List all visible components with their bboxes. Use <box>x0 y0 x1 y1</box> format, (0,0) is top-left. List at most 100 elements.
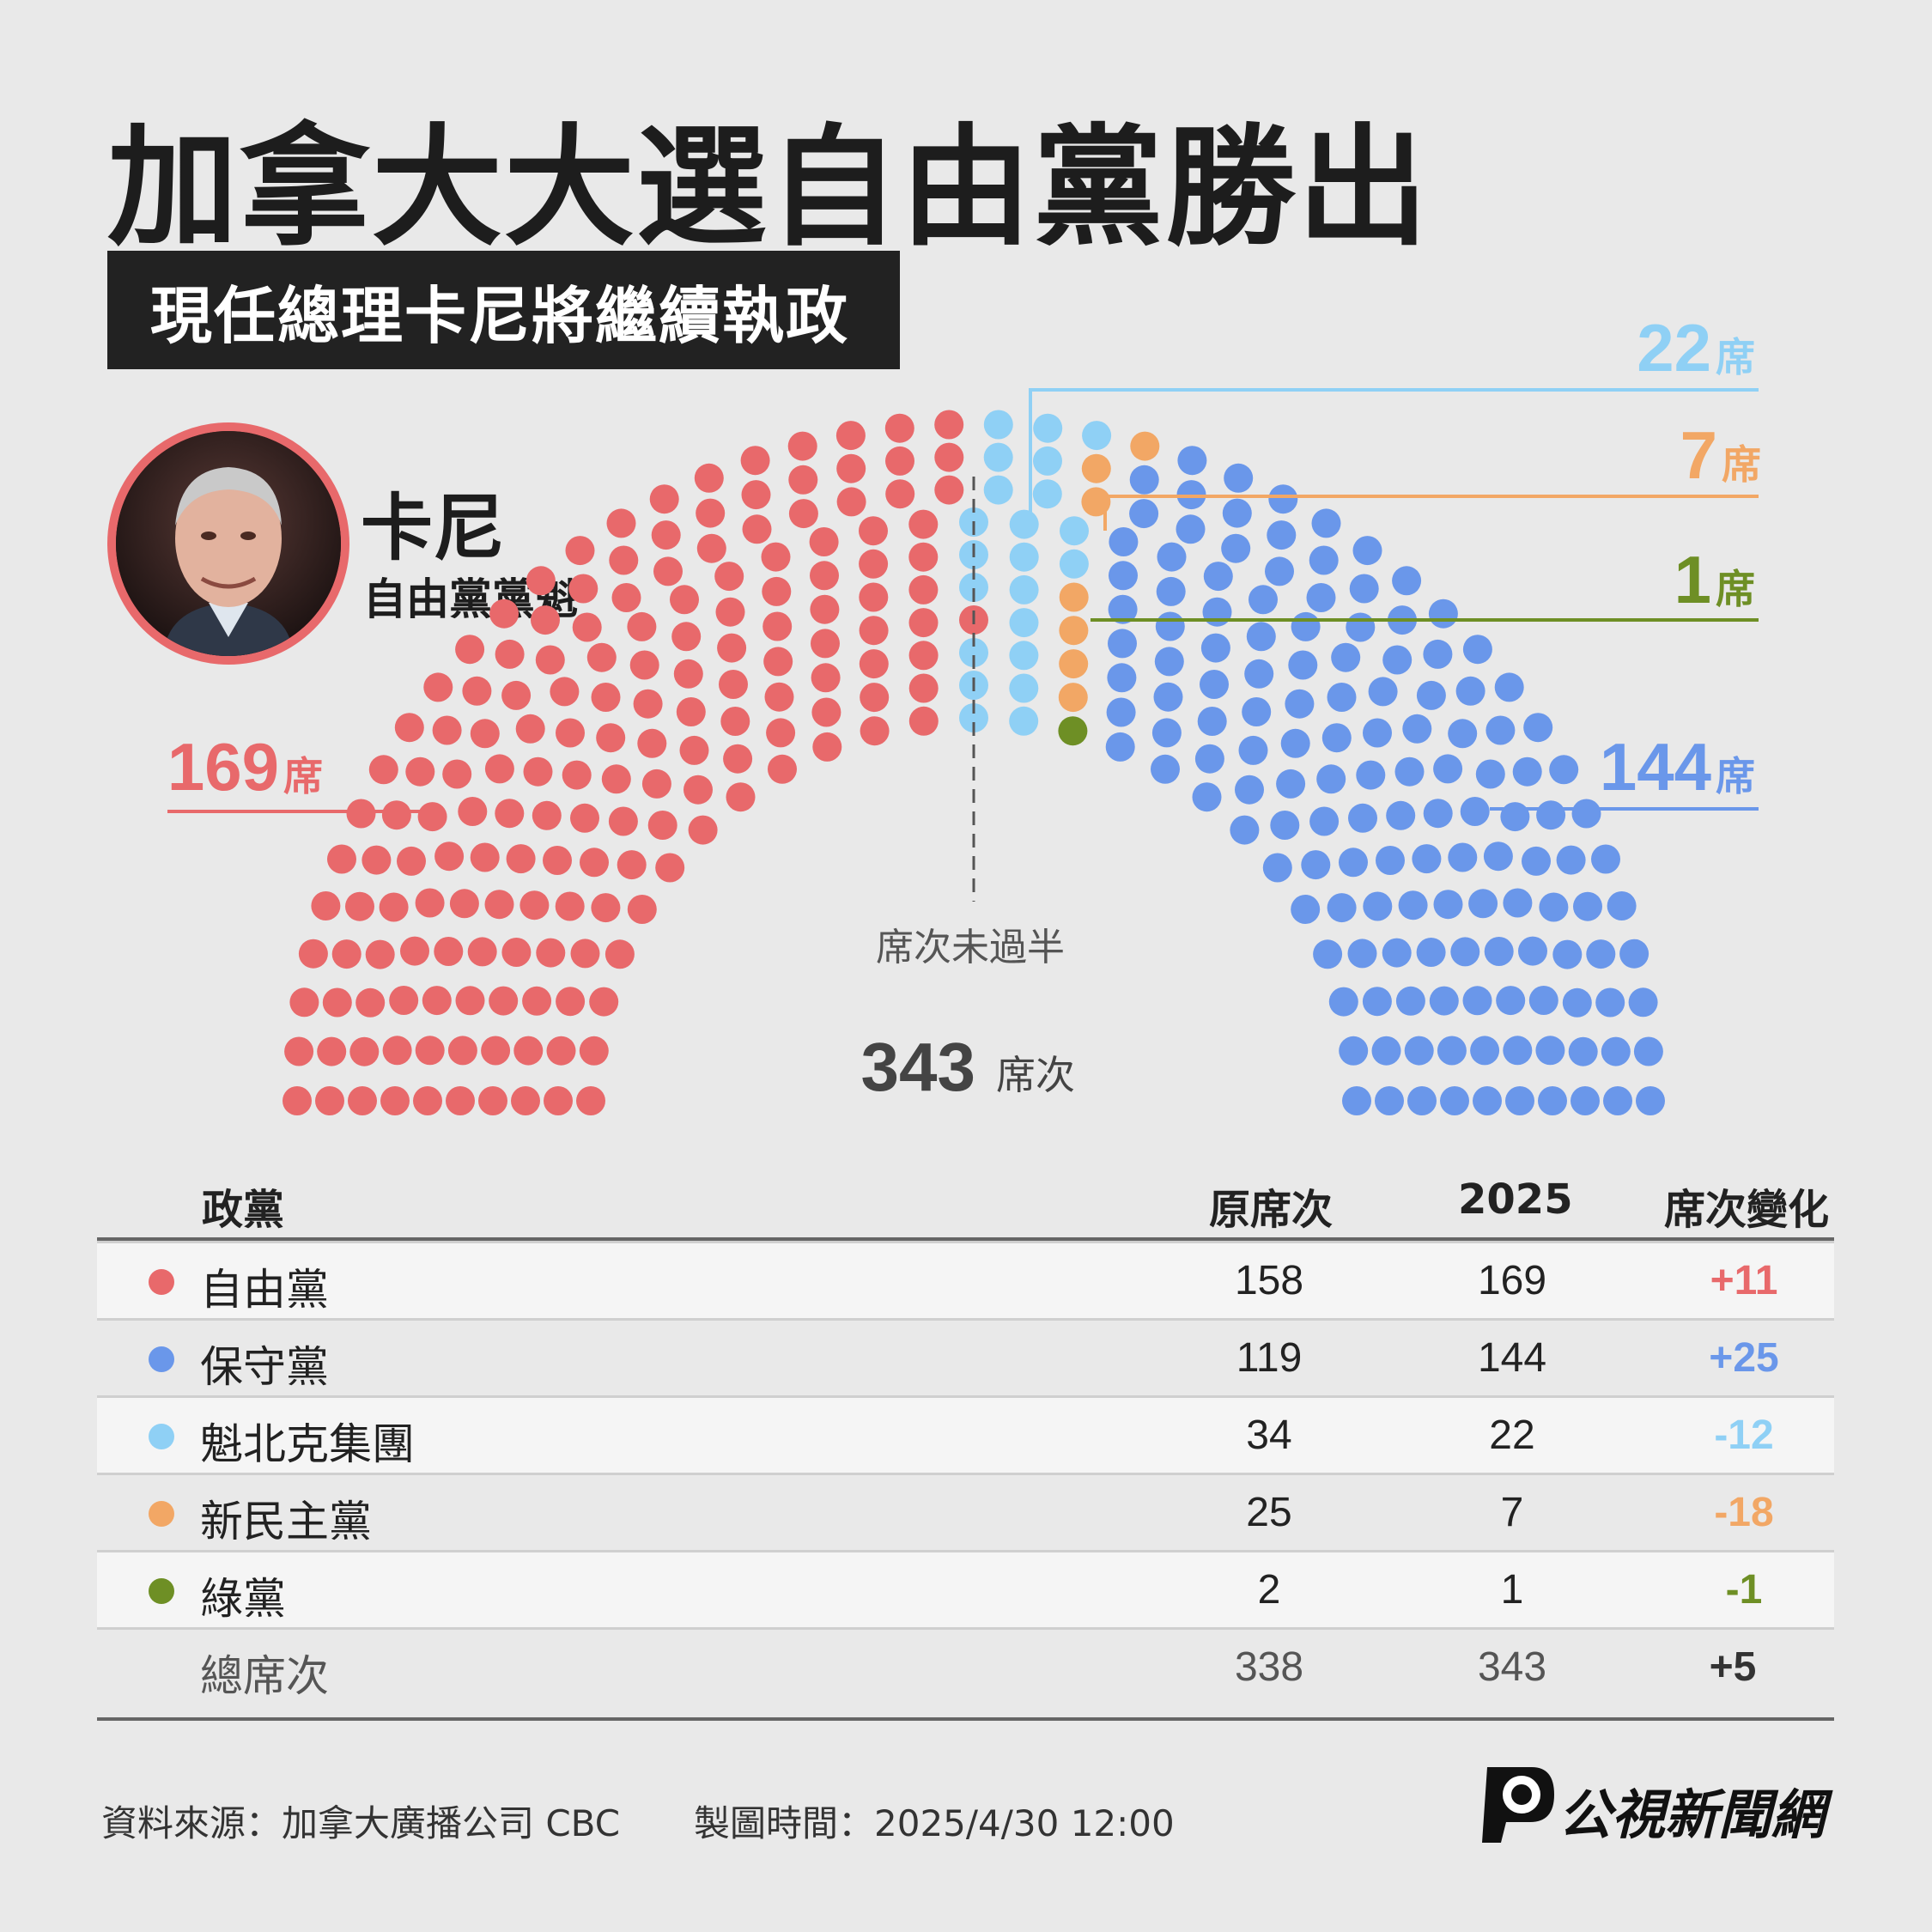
seat-dot <box>717 633 747 663</box>
seat-dot <box>627 895 657 924</box>
label-bloc-seats: 22 <box>1637 310 1711 386</box>
seat-dot <box>1416 680 1446 710</box>
seat-dot <box>1242 697 1272 726</box>
seat-dot <box>523 756 553 787</box>
seat-dot <box>1371 1036 1401 1066</box>
seat-dot <box>368 755 398 785</box>
seat-dot <box>1348 803 1377 833</box>
seat-dot <box>397 846 426 876</box>
seat-dot <box>572 612 602 642</box>
seat-dot <box>1291 611 1321 641</box>
seat-dot <box>1363 891 1393 921</box>
seat-dot <box>1203 562 1233 592</box>
total-seats-value: 343 <box>861 1029 975 1105</box>
seat-dot <box>1352 536 1382 566</box>
seat-dot <box>1523 713 1553 743</box>
seat-dot <box>811 629 840 659</box>
seat-dot <box>1591 844 1620 874</box>
seat-dot <box>1059 649 1089 679</box>
seat-dot <box>1535 1036 1565 1066</box>
seat-dot <box>637 728 667 758</box>
label-bloc-unit: 席 <box>1716 334 1755 380</box>
seat-dot <box>1633 1036 1663 1066</box>
seat-dot <box>462 676 492 706</box>
seat-dot <box>544 1086 573 1115</box>
header-change: 席次變化 <box>1664 1186 1830 1234</box>
seat-dot <box>570 803 599 833</box>
current-seats: 7 <box>1500 1490 1524 1535</box>
seat-dot <box>346 799 376 829</box>
seat-dot <box>608 806 638 836</box>
seat-dot <box>442 759 472 789</box>
seat-dot <box>1448 719 1478 749</box>
seat-dot <box>1568 1036 1598 1066</box>
prev-seats: 2 <box>1257 1567 1281 1613</box>
seat-dot <box>908 706 939 736</box>
seat-dot <box>1081 487 1111 517</box>
seat-dot <box>550 677 580 707</box>
seat-dot <box>535 645 565 675</box>
table-row: 保守黨 119 144 +25 <box>97 1318 1834 1396</box>
seat-dot <box>1009 608 1039 638</box>
seat-dot <box>1342 1086 1371 1115</box>
party-color-dot <box>149 1424 174 1449</box>
seat-dot <box>1285 689 1315 719</box>
seat-dot <box>860 683 890 713</box>
seat-change: -1 <box>1725 1567 1763 1613</box>
seat-dot <box>511 1086 540 1115</box>
seat-dot <box>434 937 464 966</box>
seat-dot <box>1316 764 1346 794</box>
seat-dot <box>1009 542 1039 572</box>
seat-dot <box>1032 479 1062 509</box>
seat-dot <box>1512 756 1542 787</box>
seat-dot <box>1347 939 1377 969</box>
seat-dot <box>467 937 497 967</box>
seat-dot <box>381 800 411 830</box>
current-seats: 22 <box>1489 1413 1535 1458</box>
seat-dots <box>283 410 1665 1115</box>
seat-dot <box>361 845 392 875</box>
label-liberal-seats: 169 <box>167 729 279 805</box>
seat-dot <box>331 939 361 969</box>
seat-dot <box>1109 561 1138 591</box>
seat-dot <box>555 891 585 921</box>
seat-dot <box>1522 846 1551 876</box>
seat-dot <box>1628 987 1658 1018</box>
seat-dot <box>458 797 488 826</box>
seat-dot <box>447 1036 477 1066</box>
seat-dot <box>1058 716 1088 746</box>
seat-dot <box>382 1036 412 1066</box>
party-name: 綠黨 <box>200 1574 286 1624</box>
seat-dot <box>1176 514 1206 544</box>
seat-dot <box>694 463 724 493</box>
seat-dot <box>417 802 447 832</box>
seat-dot <box>860 716 890 746</box>
parliament-chart: 席次未過半 343 席次 169 席 144 席 22 席 7 席 1 席 <box>167 310 1761 1115</box>
seat-dot <box>489 598 519 629</box>
seat-dot <box>1462 986 1492 1016</box>
seat-dot <box>501 938 532 967</box>
seat-dot <box>1423 799 1453 829</box>
seat-dot <box>836 487 866 517</box>
party-color-dot <box>149 1578 174 1604</box>
seat-dot <box>1267 520 1297 550</box>
seat-dot <box>1462 635 1492 665</box>
seat-dot <box>1595 987 1625 1018</box>
seat-dot <box>355 987 386 1018</box>
header-rule <box>97 1237 1834 1241</box>
seat-dot <box>570 939 600 969</box>
seat-dot <box>1262 853 1292 883</box>
seat-dot <box>380 1086 410 1115</box>
seat-dot <box>647 811 677 840</box>
seat-dot <box>449 889 479 919</box>
seat-dot <box>481 1036 511 1066</box>
label-green-unit: 席 <box>1716 566 1755 612</box>
seat-dot <box>1518 936 1547 966</box>
seat-dot <box>1327 683 1357 712</box>
seat-dot <box>1009 673 1039 703</box>
seat-dot <box>1376 846 1405 875</box>
seat-dot <box>1009 706 1039 736</box>
seat-dot <box>1194 744 1224 774</box>
seat-dot <box>859 649 889 679</box>
seat-dot <box>1009 641 1039 671</box>
